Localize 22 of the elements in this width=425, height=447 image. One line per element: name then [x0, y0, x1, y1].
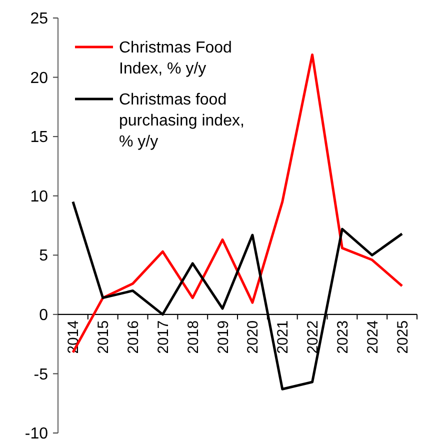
x-tick-label: 2015	[95, 320, 112, 354]
legend-label: Christmas Food Index, % y/y	[119, 40, 232, 78]
x-tick-label: 2019	[214, 320, 232, 354]
y-tick-label: -5	[34, 366, 48, 384]
y-tick-label: -10	[24, 426, 48, 443]
y-tick-label: 15	[30, 129, 48, 146]
x-tick-label: 2016	[125, 320, 142, 354]
y-tick-label: 0	[39, 307, 48, 324]
y-tick-label: 10	[30, 188, 48, 206]
x-tick-label: 2022	[304, 320, 322, 354]
y-tick-label: 20	[30, 70, 48, 87]
x-tick-label: 2024	[364, 320, 382, 354]
y-tick-label: 25	[30, 10, 48, 28]
x-tick-label: 2021	[274, 320, 292, 354]
x-tick-label: 2023	[334, 320, 352, 354]
x-tick-label: 2018	[184, 320, 202, 354]
legend-label: Christmas food purchasing index, % y/y	[119, 92, 244, 151]
x-tick-label: 2020	[244, 320, 262, 354]
x-tick-label: 2014	[65, 320, 82, 354]
x-tick-label: 2017	[154, 320, 172, 354]
x-tick-label: 2025	[394, 320, 412, 354]
y-tick-label: 5	[39, 248, 48, 265]
